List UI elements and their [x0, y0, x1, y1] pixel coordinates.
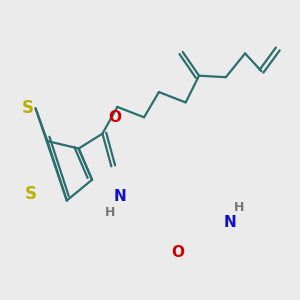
- Text: S: S: [25, 185, 37, 203]
- Text: N: N: [114, 190, 127, 205]
- Text: S: S: [22, 99, 34, 117]
- Text: H: H: [234, 202, 244, 214]
- Text: O: O: [172, 245, 185, 260]
- Text: H: H: [105, 206, 115, 219]
- Text: N: N: [223, 215, 236, 230]
- Text: O: O: [109, 110, 122, 125]
